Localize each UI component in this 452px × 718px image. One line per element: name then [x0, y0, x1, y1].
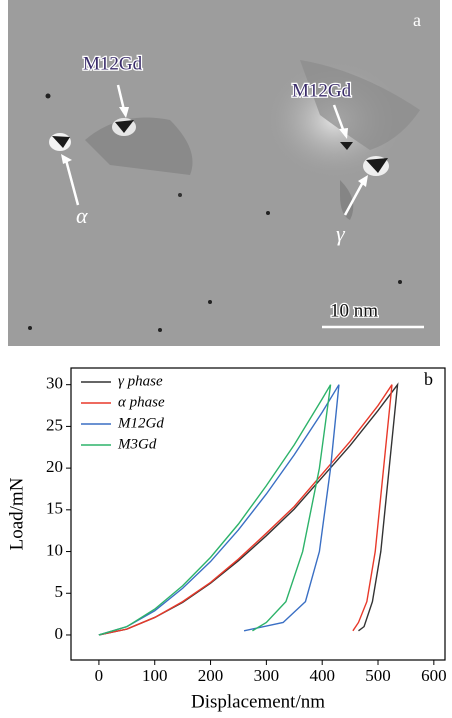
x-tick-label: 0: [95, 666, 104, 685]
y-tick-label: 5: [55, 582, 64, 601]
x-tick-label: 100: [142, 666, 168, 685]
series-line: [98, 384, 332, 636]
legend-label: M3Gd: [117, 436, 157, 452]
x-tick-label: 500: [365, 666, 391, 685]
series-line: [98, 384, 393, 636]
x-tick-label: 200: [198, 666, 224, 685]
x-tick-label: 400: [309, 666, 335, 685]
series-line: [98, 384, 340, 636]
y-tick-label: 10: [46, 540, 63, 559]
plot-frame: [70, 367, 446, 661]
y-tick-label: 0: [55, 624, 64, 643]
y-tick-label: 25: [46, 415, 63, 434]
scale-bar-label: 10 nm: [330, 300, 378, 321]
legend-label: α phase: [118, 394, 165, 410]
panel-label: a: [413, 10, 421, 30]
phase-label: M12Gd: [292, 80, 352, 101]
x-axis-label: Displacement/nm: [191, 691, 325, 712]
y-axis-label: Load/mN: [6, 477, 27, 550]
legend-label: M12Gd: [117, 415, 164, 431]
chart-b: 0 100 200 300 400 500 600 0 5 10 15 20 25 30 Displacem…: [6, 367, 447, 712]
phase-label: γ: [336, 221, 346, 246]
y-tick-label: 20: [46, 457, 63, 476]
x-tick-label: 600: [421, 666, 447, 685]
x-tick-label: 300: [254, 666, 280, 685]
micrograph: M12Gd M12Gd 10 nm α γ a: [8, 0, 440, 346]
y-tick-label: 15: [46, 499, 63, 518]
phase-label: M12Gd: [83, 53, 143, 74]
panel-label: b: [424, 369, 433, 389]
y-tick-label: 30: [46, 374, 63, 393]
phase-label: α: [76, 203, 88, 228]
legend-label: γ phase: [118, 373, 163, 389]
